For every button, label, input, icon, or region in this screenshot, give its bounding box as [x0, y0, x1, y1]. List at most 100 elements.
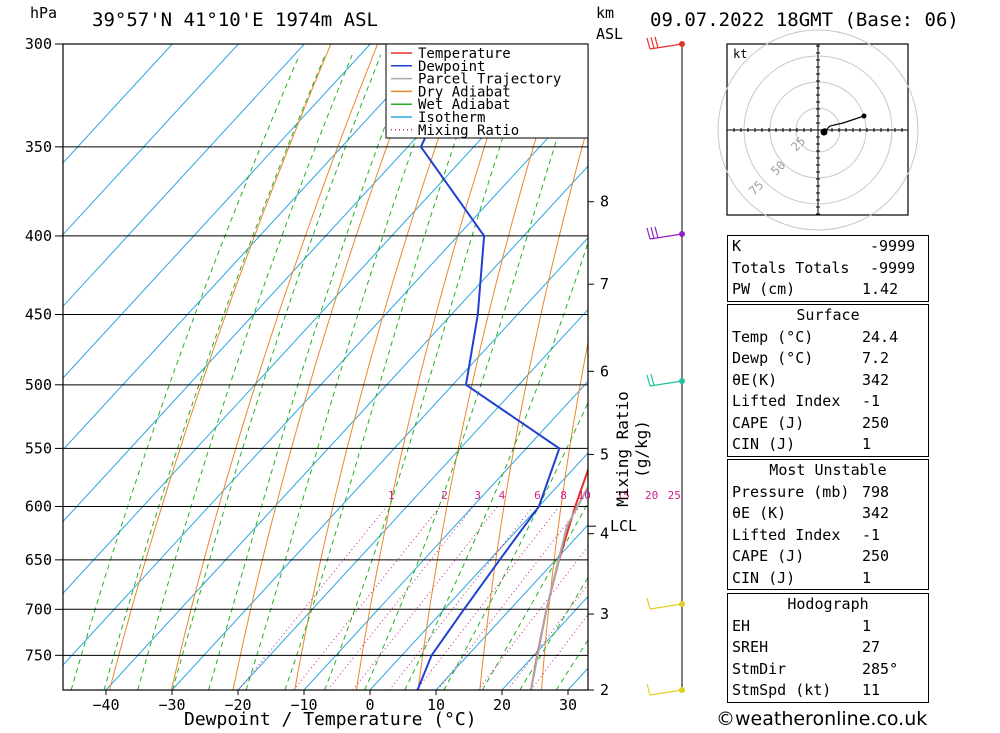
hodograph-index-row: EH 1 — [728, 616, 928, 638]
pressure-tick-label: 450 — [25, 306, 52, 324]
surface-index-label: Lifted Index — [732, 392, 841, 410]
wind-barb-flag — [650, 227, 655, 239]
km-tick-label: 3 — [600, 605, 609, 623]
legend-label: Parcel Trajectory — [418, 72, 561, 88]
wet-adiabat-line — [208, 54, 413, 690]
dry-adiabat-line — [355, 44, 519, 690]
hodograph-point — [861, 113, 867, 119]
wind-barb-flag — [646, 374, 651, 387]
wind-barb-flag — [650, 37, 655, 49]
wind-barb-flag — [646, 37, 651, 50]
dewpoint-line — [416, 44, 561, 690]
surface-index-label: CAPE (J) — [732, 413, 805, 432]
basic-index-row: Totals Totals -9999 — [728, 258, 928, 280]
wet-adiabat-line — [245, 54, 447, 690]
pressure-tick-label: 350 — [25, 138, 52, 156]
basic-indices-table: K -9999 Totals Totals -9999 PW (cm) 1.42 — [727, 235, 929, 302]
mixing-ratio-label: 4 — [499, 489, 506, 502]
dry-adiabat-line — [959, 44, 986, 690]
surface-index-label: Temp (°C) — [732, 327, 814, 346]
surface-index-value: 342 — [862, 370, 890, 389]
hodograph-index-value: 1 — [862, 616, 872, 635]
mixing-ratio-label: 8 — [560, 489, 567, 502]
wet-adiabat-line — [172, 54, 382, 690]
most-unstable-index-label: Pressure (mb) — [732, 482, 850, 501]
wet-adiabat-line — [70, 54, 300, 690]
x-axis-label: Dewpoint / Temperature (°C) — [184, 709, 477, 730]
legend-box — [385, 43, 589, 139]
km-tick-label: 8 — [600, 193, 609, 211]
km-tick-label: 4 — [600, 525, 609, 543]
most-unstable-index-value: -1 — [862, 525, 881, 544]
legend-label: Temperature — [418, 46, 511, 62]
wet-adiabat-line — [481, 501, 588, 690]
temp-tick-label: −10 — [290, 696, 317, 714]
wind-barb-flag — [654, 36, 659, 48]
isotherm-line — [63, 44, 503, 523]
wind-barb-shaft — [649, 380, 683, 387]
mixing-ratio-label: 3 — [474, 489, 481, 502]
hodograph-index-row: StmSpd (kt) 11 — [728, 680, 928, 702]
wind-barb-shaft — [649, 233, 683, 240]
wet-adiabat-line — [519, 576, 588, 690]
wet-adiabat-line — [137, 54, 353, 690]
basic-index-label: K — [732, 237, 742, 255]
wet-adiabat-line — [324, 54, 531, 690]
most-unstable-index-label: θE (K) — [732, 504, 787, 522]
hodograph-unit: kt — [733, 47, 747, 61]
hodograph-index-row: SREH 27 — [728, 637, 928, 659]
wet-adiabat-line — [404, 241, 588, 690]
surface-index-row: CIN (J) 1 — [728, 434, 928, 456]
basic-index-label: PW (cm) — [732, 280, 796, 298]
legend-label: Mixing Ratio — [418, 123, 519, 139]
pressure-tick-label: 500 — [25, 376, 52, 394]
surface-index-value: 250 — [862, 413, 890, 432]
wet-adiabat-line — [364, 54, 584, 690]
legend-label: Wet Adiabat — [418, 97, 511, 113]
isotherm-line — [63, 44, 371, 379]
most-unstable-index-row: CAPE (J) 250 — [728, 546, 928, 568]
pressure-tick-label: 550 — [25, 439, 52, 457]
basic-index-value: -9999 — [870, 237, 916, 255]
dry-adiabat-line — [417, 44, 566, 690]
wet-adiabat-line — [284, 54, 486, 690]
wet-adiabat-line — [443, 401, 588, 690]
surface-index-row: θE(K) 342 — [728, 370, 928, 392]
isotherm-line — [303, 380, 588, 690]
wind-barb-flag — [646, 227, 651, 240]
most-unstable-index-row: θE (K) 342 — [728, 503, 928, 525]
storm-motion-point — [820, 128, 828, 136]
km-tick-label: 7 — [600, 275, 609, 293]
basic-index-row: PW (cm) 1.42 — [728, 279, 928, 301]
hodograph-index-label: StmSpd (kt) — [732, 681, 832, 699]
credit: ©weatheronline.co.uk — [716, 708, 928, 730]
wind-barb-shaft — [649, 689, 683, 696]
hodograph-index-row: StmDir 285° — [728, 659, 928, 681]
temp-tick-label: 20 — [493, 696, 511, 714]
dry-adiabat-line — [170, 44, 379, 690]
wind-barb-flag — [646, 683, 651, 696]
surface-index-label: Dewp (°C) — [732, 349, 814, 367]
lcl-label: LCL — [610, 517, 637, 535]
surface-title: Surface — [796, 306, 860, 324]
surface-index-row: Temp (°C) 24.4 — [728, 327, 928, 349]
wind-barb-flag — [650, 374, 655, 386]
mixing-ratio-axis-label: Mixing Ratio (g/kg) — [613, 391, 651, 507]
isotherm-line — [63, 44, 239, 236]
mixing-ratio-line — [437, 506, 581, 690]
wet-adiabat-line — [103, 54, 326, 690]
hpa-label: hPa — [30, 4, 58, 22]
wind-barb-flag — [654, 226, 659, 238]
location-title: 39°57'N 41°10'E 1974m ASL — [92, 9, 378, 31]
most-unstable-index-value: 250 — [862, 547, 890, 565]
basic-index-row: K -9999 — [728, 236, 928, 258]
dry-adiabat-line — [541, 339, 588, 690]
datetime-title: 09.07.2022 18GMT (Base: 06) — [650, 9, 959, 31]
surface-index-value: -1 — [862, 392, 881, 410]
mixing-ratio-label: 1 — [388, 489, 395, 502]
dry-adiabat-line — [294, 44, 472, 690]
pressure-tick-label: 750 — [25, 646, 52, 664]
temp-tick-label: 0 — [365, 696, 374, 714]
